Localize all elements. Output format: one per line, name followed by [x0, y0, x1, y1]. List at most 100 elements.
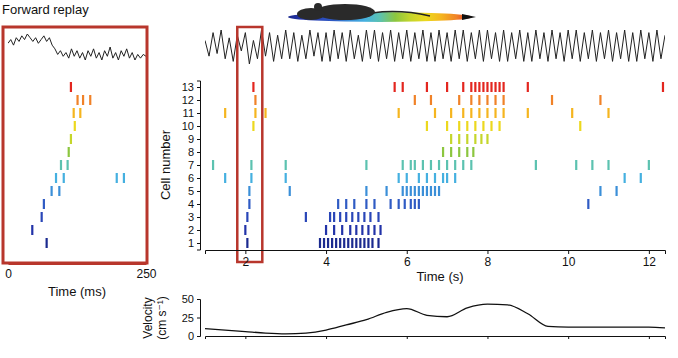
y-tick-mark [197, 165, 200, 166]
lfp-trace [8, 34, 146, 60]
spike [527, 82, 529, 92]
spike [446, 160, 448, 170]
spike [345, 212, 347, 222]
x-tick [326, 336, 327, 339]
y-tick-mark [197, 178, 200, 179]
spike [363, 238, 365, 248]
spike [363, 212, 365, 222]
spike [478, 108, 480, 118]
spike [502, 82, 504, 92]
spike [422, 160, 424, 170]
figure: 0250Forward replayTime (ms)2468101212345… [0, 0, 678, 358]
spike [454, 160, 456, 170]
y-tick-mark [197, 152, 200, 153]
spike [571, 108, 573, 118]
spike [458, 147, 460, 157]
spike [442, 173, 444, 183]
spike [478, 82, 480, 92]
spike [329, 212, 331, 222]
spike [361, 225, 363, 235]
spike [365, 186, 367, 196]
spike [450, 108, 452, 118]
line-panel: 02550Velocity(cm s⁻¹) [141, 293, 666, 342]
y-tick-mark [197, 126, 200, 127]
y-tick-mark [197, 87, 200, 88]
spike [55, 173, 57, 183]
highlight-window [237, 27, 262, 262]
inset-frame [3, 27, 147, 263]
spike [333, 212, 335, 222]
y-tick-label: 6 [188, 172, 194, 184]
spike [252, 121, 254, 131]
y-tick-mark [197, 191, 200, 192]
spike [398, 173, 400, 183]
spike [466, 134, 468, 144]
y-tick-label: 13 [182, 81, 194, 93]
spike [76, 95, 78, 105]
y-tick-label: 5 [188, 185, 194, 197]
spike [462, 108, 464, 118]
spike [335, 238, 337, 248]
spike [339, 238, 341, 248]
spike [285, 173, 287, 183]
spike [470, 108, 472, 118]
x-tick-label: 4 [323, 255, 330, 269]
spike [365, 160, 367, 170]
x-tick-label: 6 [404, 255, 411, 269]
spike [624, 173, 626, 183]
spike [355, 238, 357, 248]
spike [224, 108, 226, 118]
spike [430, 160, 432, 170]
raster-panel: 2468101212345678910111213Time (s)Cell nu… [158, 3, 666, 284]
y-axis-title: Cell number [158, 129, 173, 200]
spike [248, 186, 250, 196]
x-axis [206, 336, 666, 339]
spike [438, 186, 440, 196]
spike [462, 160, 464, 170]
y-tick-mark [197, 318, 200, 319]
y-tick-label: 3 [188, 211, 194, 223]
x-axis: 0250 [5, 263, 157, 281]
y-tick-label: 12 [182, 94, 194, 106]
spike [498, 82, 500, 92]
spike [446, 82, 448, 92]
x-tick-mark [407, 250, 408, 254]
spike [41, 212, 43, 222]
spike [410, 160, 412, 170]
spike [379, 225, 381, 235]
spike [494, 108, 496, 118]
spike [73, 108, 75, 118]
spike [367, 238, 369, 248]
x-tick-label: 12 [643, 255, 657, 269]
spike [486, 134, 488, 144]
spike [442, 147, 444, 157]
x-tick [568, 336, 569, 339]
spike [486, 108, 488, 118]
y-tick: 9 [188, 133, 200, 145]
x-tick: 12 [643, 250, 657, 269]
spike [254, 95, 256, 105]
spike [333, 225, 335, 235]
raster-panel: 0250Forward replayTime (ms) [2, 2, 157, 299]
spike [470, 82, 472, 92]
spike [410, 186, 412, 196]
spike [402, 82, 404, 92]
y-tick-mark [197, 217, 200, 218]
spike [470, 160, 472, 170]
y-tick-label: 9 [188, 133, 194, 145]
spike [422, 186, 424, 196]
spike [359, 238, 361, 248]
spike [478, 95, 480, 105]
spike [662, 82, 664, 92]
x-tick-mark [245, 250, 246, 254]
y-tick: 25 [182, 312, 200, 324]
spike [404, 199, 406, 209]
spike [414, 95, 416, 105]
spike [244, 225, 246, 235]
y-tick-label: 10 [182, 120, 194, 132]
x-tick-mark [245, 336, 246, 339]
rat-tail [372, 12, 430, 16]
spike [426, 186, 428, 196]
x-tick: 10 [562, 250, 576, 269]
spike [458, 121, 460, 131]
